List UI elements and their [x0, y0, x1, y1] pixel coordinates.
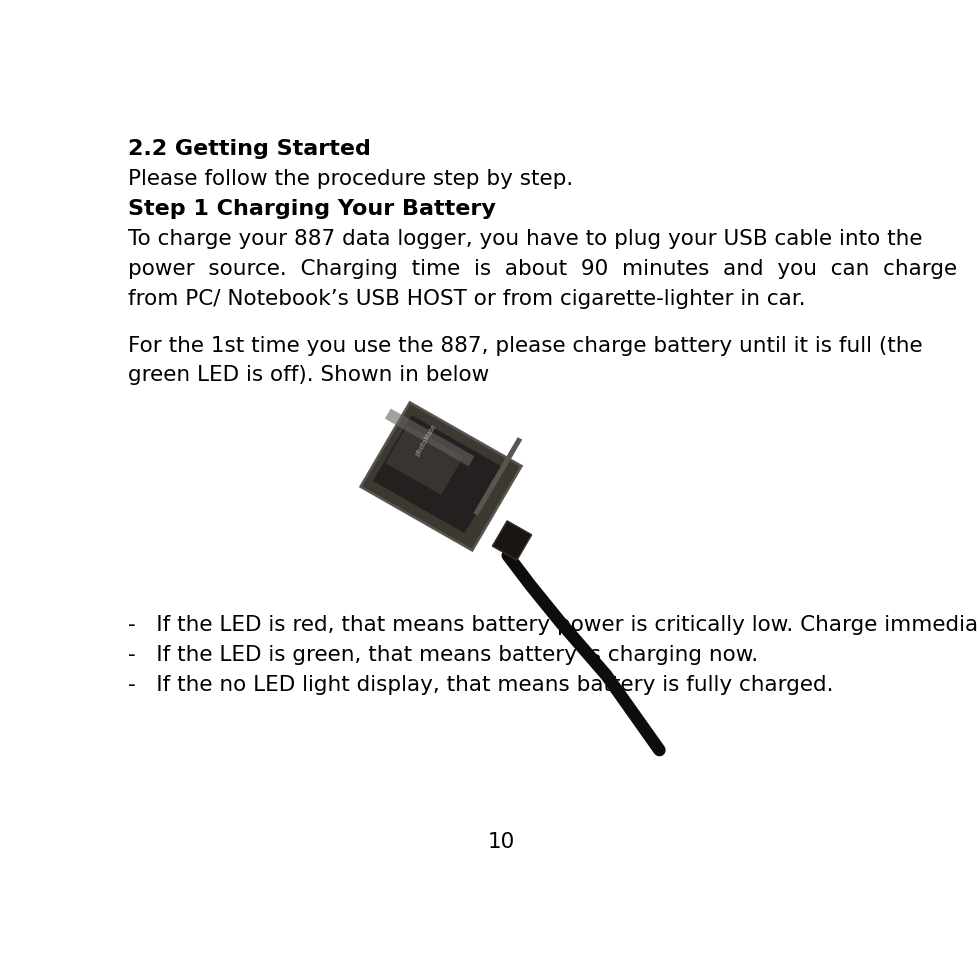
Text: from PC/ Notebook’s USB HOST or from cigarette-lighter in car.: from PC/ Notebook’s USB HOST or from cig… — [128, 289, 805, 309]
Text: -   If the LED is green, that means battery is charging now.: - If the LED is green, that means batter… — [128, 645, 758, 665]
Text: Please follow the procedure step by step.: Please follow the procedure step by step… — [128, 169, 573, 189]
Text: photoMate: photoMate — [414, 423, 437, 457]
Text: green LED is off). Shown in below: green LED is off). Shown in below — [128, 366, 489, 385]
Text: For the 1st time you use the 887, please charge battery until it is full (the: For the 1st time you use the 887, please… — [128, 336, 922, 355]
Text: -   If the LED is red, that means battery power is critically low. Charge immedi: - If the LED is red, that means battery … — [128, 615, 978, 635]
Text: 10: 10 — [488, 833, 514, 852]
Polygon shape — [373, 415, 503, 533]
Polygon shape — [384, 409, 474, 466]
Text: Step 1 Charging Your Battery: Step 1 Charging Your Battery — [128, 199, 496, 219]
Polygon shape — [385, 425, 463, 495]
Polygon shape — [360, 403, 521, 551]
Text: 2.2 Getting Started: 2.2 Getting Started — [128, 139, 371, 160]
Text: -   If the no LED light display, that means battery is fully charged.: - If the no LED light display, that mean… — [128, 675, 833, 695]
Polygon shape — [473, 437, 521, 516]
Text: power  source.  Charging  time  is  about  90  minutes  and  you  can  charge: power source. Charging time is about 90 … — [128, 259, 956, 279]
Text: To charge your 887 data logger, you have to plug your USB cable into the: To charge your 887 data logger, you have… — [128, 230, 922, 249]
Polygon shape — [492, 521, 531, 560]
